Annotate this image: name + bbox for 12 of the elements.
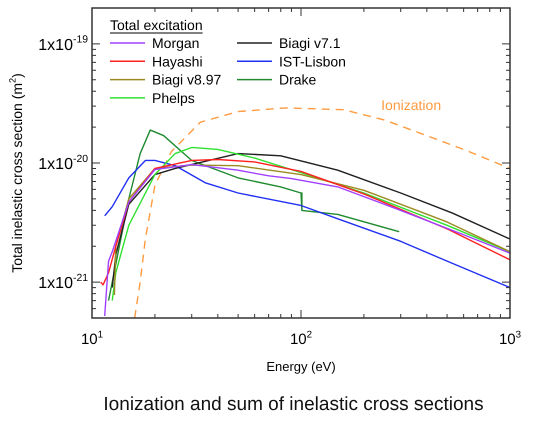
legend-label: Morgan (152, 35, 200, 51)
legend-label: Phelps (152, 90, 195, 106)
legend-label: Hayashi (152, 53, 203, 70)
legend-label: Biagi v7.1 (279, 35, 341, 51)
y-axis-title: Total inelastic cross section (m2) (8, 73, 25, 273)
x-axis-title: Energy (eV) (266, 359, 336, 374)
legend-label: IST-Lisbon (279, 53, 346, 70)
series-label: Ionization (381, 96, 442, 113)
text: Ionization and sum of inelastic cross sections (103, 394, 484, 415)
legend-label: Biagi v8.97 (152, 72, 222, 88)
legend-title: Total excitation (110, 17, 203, 33)
legend-label: Drake (279, 72, 317, 88)
